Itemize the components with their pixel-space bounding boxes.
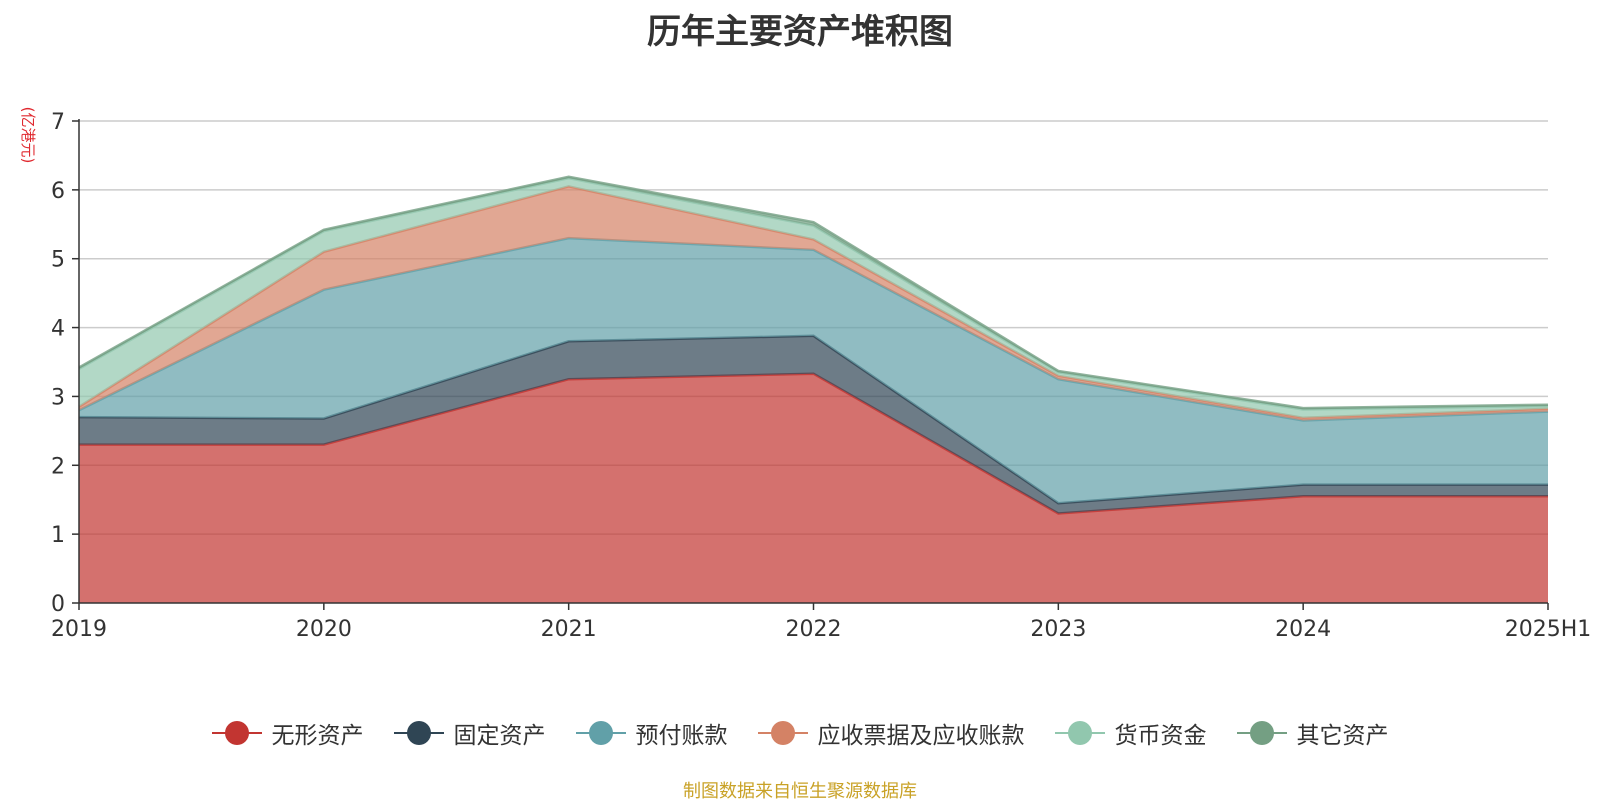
legend-label: 货币资金 xyxy=(1114,723,1207,749)
legend-item-6[interactable]: 其它资产 xyxy=(1236,716,1389,750)
legend-marker-icon xyxy=(575,720,626,746)
y-tick-label: 5 xyxy=(51,248,65,273)
legend-marker-icon xyxy=(757,720,808,746)
legend-label: 无形资产 xyxy=(271,723,364,749)
area-series-3 xyxy=(79,238,1548,504)
legend: 无形资产 固定资产 预付账款 应收票据及应收账款 货币资金 其它资产 xyxy=(0,716,1600,750)
legend-item-2[interactable]: 固定资产 xyxy=(393,716,546,750)
legend-label: 其它资产 xyxy=(1296,723,1389,749)
y-tick-label: 7 xyxy=(51,110,65,135)
y-tick-label: 0 xyxy=(51,592,65,617)
y-tick-label: 4 xyxy=(51,317,65,342)
legend-item-1[interactable]: 无形资产 xyxy=(211,716,364,750)
legend-item-3[interactable]: 预付账款 xyxy=(575,716,728,750)
x-tick-label: 2023 xyxy=(1030,617,1086,642)
area-series-1 xyxy=(79,373,1548,603)
legend-marker-icon xyxy=(211,720,262,746)
legend-marker-icon xyxy=(1054,720,1105,746)
area-layer xyxy=(78,175,1549,603)
area-series-4 xyxy=(79,186,1548,421)
x-tick-label: 2021 xyxy=(541,617,597,642)
legend-label: 预付账款 xyxy=(635,723,728,749)
legend-marker-icon xyxy=(1236,720,1287,746)
legend-label: 应收票据及应收账款 xyxy=(817,723,1025,749)
x-tick-label: 2019 xyxy=(51,617,107,642)
line-series-6 xyxy=(78,175,1549,410)
y-tick-label: 2 xyxy=(51,454,65,479)
y-tick-label: 1 xyxy=(51,523,65,548)
x-tick-label: 2022 xyxy=(786,617,842,642)
source-note: 制图数据来自恒生聚源数据库 xyxy=(683,781,917,802)
legend-item-4[interactable]: 应收票据及应收账款 xyxy=(757,716,1025,750)
y-tick-label: 6 xyxy=(51,179,65,204)
legend-marker-icon xyxy=(393,720,444,746)
axis-layer: 0 1 2 3 4 5 6 7 2019 2020 2021 2022 2023 2024 2025H1 xyxy=(51,110,1591,642)
chart-title: 历年主要资产堆积图 xyxy=(647,12,953,52)
x-tick-label: 2025H1 xyxy=(1505,617,1592,642)
y-tick-label: 3 xyxy=(51,385,65,410)
legend-label: 固定资产 xyxy=(453,723,546,749)
x-tick-label: 2024 xyxy=(1275,617,1331,642)
legend-item-5[interactable]: 货币资金 xyxy=(1054,716,1207,750)
y-axis-unit-label: (亿港元) xyxy=(19,107,37,164)
x-tick-label: 2020 xyxy=(296,617,352,642)
